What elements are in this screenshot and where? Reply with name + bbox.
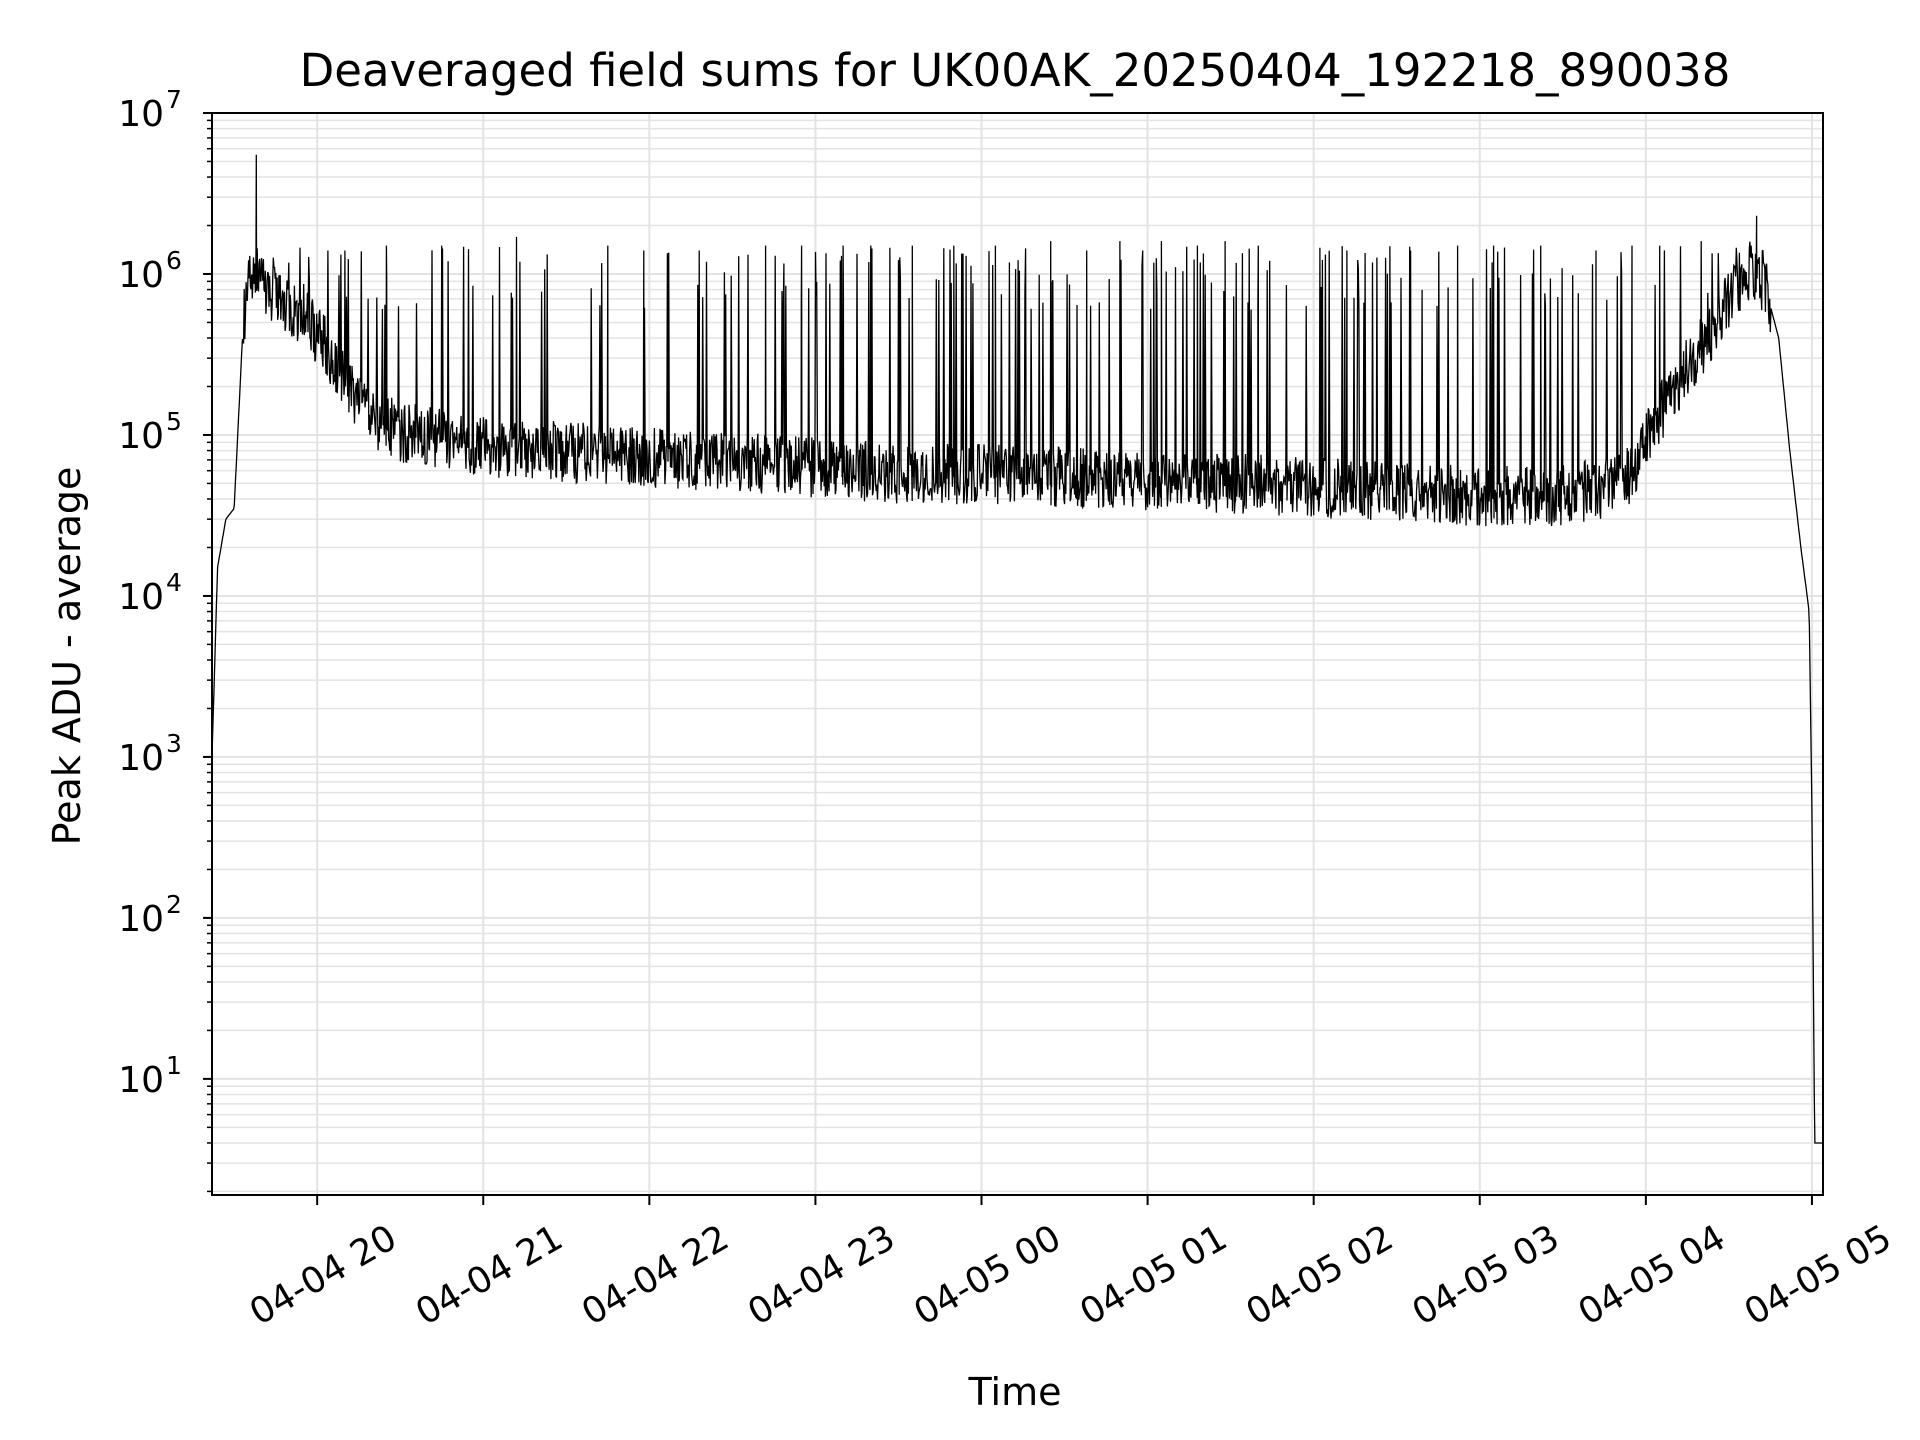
chart-title: Deaveraged field sums for UK00AK_2025040…: [300, 44, 1731, 97]
y-tick-label: 10: [118, 738, 164, 779]
y-tick-exponent: 7: [166, 85, 182, 114]
y-tick-label: 10: [118, 255, 164, 296]
x-axis-label: Time: [968, 1370, 1062, 1414]
y-tick-exponent: 3: [166, 729, 182, 758]
series-layer: [212, 154, 1823, 1144]
y-tick-exponent: 4: [166, 568, 182, 597]
plot-frame: [211, 112, 1824, 1196]
y-tick-label: 10: [118, 416, 164, 457]
y-tick-label: 10: [118, 1060, 164, 1101]
y-tick-exponent: 2: [166, 890, 182, 919]
y-axis-label: Peak ADU - average: [45, 467, 89, 846]
series-line: [212, 154, 1823, 1144]
y-tick-exponent: 1: [166, 1051, 182, 1080]
y-tick-exponent: 5: [166, 407, 182, 436]
y-tick-label: 10: [118, 899, 164, 940]
y-tick-label: 10: [118, 94, 164, 135]
y-tick-label: 10: [118, 577, 164, 618]
y-tick-exponent: 6: [166, 246, 182, 275]
minor-gridlines: [212, 119, 1823, 1193]
